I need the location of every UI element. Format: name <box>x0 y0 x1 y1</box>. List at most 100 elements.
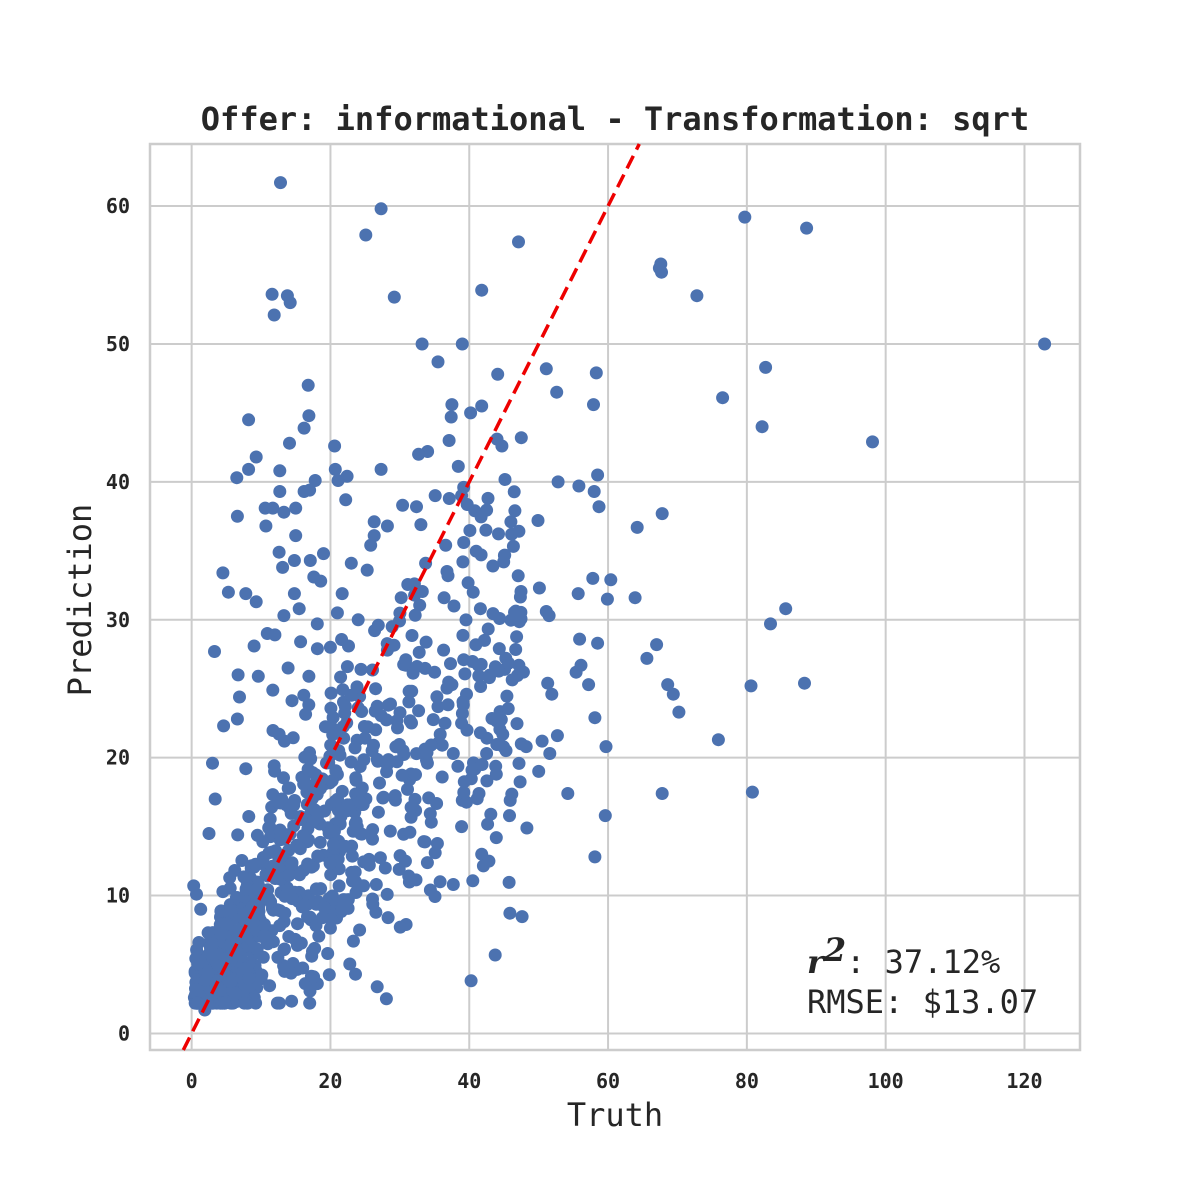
data-point <box>458 667 472 681</box>
data-point <box>582 678 596 692</box>
data-point <box>303 984 317 998</box>
data-point <box>272 545 286 559</box>
data-point <box>588 711 602 725</box>
data-point <box>335 587 349 601</box>
data-point <box>401 578 415 591</box>
data-point <box>535 734 549 748</box>
data-point <box>716 391 730 405</box>
data-point <box>446 878 460 891</box>
data-point <box>503 906 517 920</box>
data-point <box>287 587 301 601</box>
r2-symbol: r <box>807 943 826 981</box>
data-point <box>404 810 418 824</box>
data-point <box>539 362 553 376</box>
data-point <box>264 895 278 909</box>
data-point <box>332 879 346 893</box>
data-point <box>442 492 456 505</box>
data-point <box>690 289 704 303</box>
data-point <box>230 712 244 726</box>
data-point <box>502 875 516 889</box>
data-point <box>392 862 406 876</box>
data-point <box>297 421 311 435</box>
data-point <box>1038 337 1052 351</box>
data-point <box>655 507 669 521</box>
y-tick-label: 30 <box>106 608 130 632</box>
data-point <box>403 825 417 839</box>
data-point <box>285 994 299 1008</box>
data-point <box>381 911 395 925</box>
data-point <box>430 690 444 704</box>
data-point <box>466 655 479 668</box>
data-point <box>360 563 374 577</box>
data-point <box>357 879 371 893</box>
data-point <box>491 367 505 381</box>
data-point <box>242 413 256 427</box>
data-point <box>475 758 489 771</box>
data-point <box>277 771 290 785</box>
data-point <box>600 592 614 606</box>
data-point <box>231 828 245 842</box>
data-point <box>394 591 408 605</box>
data-point <box>383 824 397 838</box>
data-point <box>335 784 349 798</box>
data-point <box>455 707 469 720</box>
data-point <box>255 968 269 982</box>
data-point <box>408 608 422 622</box>
data-point <box>213 983 227 997</box>
data-point <box>283 436 296 450</box>
data-point <box>368 624 382 638</box>
data-point <box>387 290 401 304</box>
data-point <box>293 868 307 882</box>
data-point <box>268 628 282 642</box>
data-point <box>270 996 284 1010</box>
data-point <box>542 609 556 623</box>
data-point <box>456 695 470 709</box>
data-point <box>282 868 296 882</box>
data-point <box>343 957 357 971</box>
data-point <box>340 660 354 674</box>
data-point <box>373 776 386 790</box>
data-point <box>573 632 587 646</box>
data-point <box>508 605 521 619</box>
data-point <box>373 851 387 865</box>
data-point <box>396 498 410 512</box>
data-point <box>239 882 253 896</box>
data-point <box>464 772 478 786</box>
data-point <box>420 746 434 759</box>
data-point <box>764 617 777 631</box>
data-point <box>330 606 344 620</box>
data-point <box>414 518 428 532</box>
data-point <box>519 740 533 754</box>
data-point <box>371 805 385 819</box>
data-point <box>353 795 367 809</box>
data-point <box>589 366 603 380</box>
data-point <box>310 617 324 631</box>
data-point <box>532 764 546 778</box>
data-point <box>444 657 457 671</box>
data-point <box>259 519 273 533</box>
data-point <box>457 785 471 799</box>
data-point <box>338 699 352 713</box>
data-point <box>323 640 337 654</box>
data-point <box>261 883 275 897</box>
data-point <box>307 970 321 984</box>
data-point <box>497 555 511 569</box>
data-point <box>309 882 323 896</box>
data-point <box>588 850 602 864</box>
data-point <box>455 337 469 351</box>
data-point <box>410 500 423 514</box>
data-point <box>208 792 222 806</box>
data-point <box>388 793 402 807</box>
data-point <box>216 566 230 580</box>
x-tick-label: 100 <box>868 1069 904 1093</box>
data-point <box>305 860 318 874</box>
data-point <box>242 810 256 823</box>
data-point <box>281 661 295 675</box>
data-point <box>440 681 454 695</box>
data-point <box>412 704 426 718</box>
plot-frame <box>148 142 1082 1052</box>
data-point <box>413 598 427 612</box>
data-point <box>460 498 474 511</box>
data-point <box>393 849 407 863</box>
data-point <box>192 936 206 949</box>
